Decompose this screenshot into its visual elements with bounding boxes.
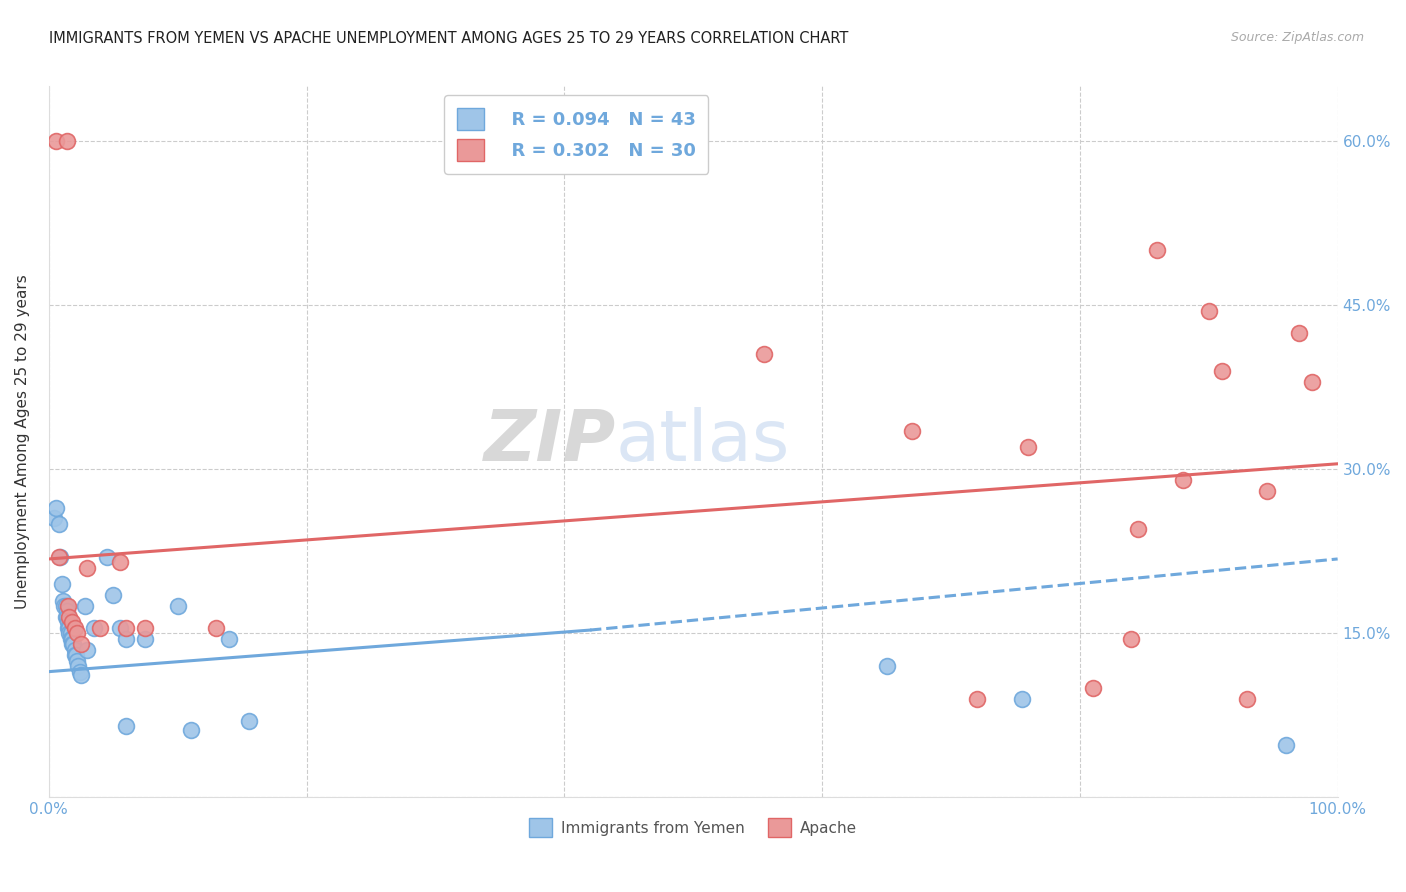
Point bbox=[58, 621, 80, 635]
Point bbox=[51, 577, 73, 591]
Point bbox=[55, 599, 77, 613]
Point bbox=[1211, 364, 1233, 378]
Point bbox=[115, 632, 138, 646]
Point bbox=[1171, 473, 1194, 487]
Point bbox=[45, 500, 67, 515]
Point bbox=[876, 659, 898, 673]
Point bbox=[238, 714, 260, 728]
Point bbox=[66, 654, 89, 668]
Point bbox=[66, 626, 89, 640]
Point bbox=[58, 626, 80, 640]
Point bbox=[65, 648, 87, 663]
Text: ZIP: ZIP bbox=[484, 408, 616, 476]
Point bbox=[1301, 375, 1323, 389]
Point bbox=[56, 610, 79, 624]
Point bbox=[49, 549, 72, 564]
Point bbox=[83, 621, 105, 635]
Point bbox=[1275, 738, 1298, 752]
Point bbox=[60, 637, 83, 651]
Point bbox=[70, 637, 93, 651]
Point bbox=[53, 599, 76, 613]
Text: atlas: atlas bbox=[616, 408, 790, 476]
Text: IMMIGRANTS FROM YEMEN VS APACHE UNEMPLOYMENT AMONG AGES 25 TO 29 YEARS CORRELATI: IMMIGRANTS FROM YEMEN VS APACHE UNEMPLOY… bbox=[49, 31, 849, 46]
Point bbox=[1017, 441, 1039, 455]
Point bbox=[1256, 484, 1278, 499]
Point bbox=[67, 659, 90, 673]
Point bbox=[58, 610, 80, 624]
Point bbox=[96, 549, 118, 564]
Point bbox=[108, 555, 131, 569]
Point bbox=[63, 642, 86, 657]
Point bbox=[73, 599, 96, 613]
Point bbox=[1121, 632, 1143, 646]
Y-axis label: Unemployment Among Ages 25 to 29 years: Unemployment Among Ages 25 to 29 years bbox=[15, 275, 30, 609]
Point bbox=[205, 621, 228, 635]
Point bbox=[55, 610, 77, 624]
Point bbox=[108, 621, 131, 635]
Point bbox=[45, 134, 67, 148]
Point bbox=[56, 621, 79, 635]
Point bbox=[63, 648, 86, 663]
Point bbox=[76, 560, 98, 574]
Text: Source: ZipAtlas.com: Source: ZipAtlas.com bbox=[1230, 31, 1364, 45]
Point bbox=[69, 665, 91, 679]
Point bbox=[89, 621, 111, 635]
Point bbox=[1081, 681, 1104, 695]
Point bbox=[76, 642, 98, 657]
Point bbox=[56, 605, 79, 619]
Point bbox=[48, 516, 70, 531]
Point bbox=[60, 632, 83, 646]
Point bbox=[48, 549, 70, 564]
Point bbox=[62, 637, 84, 651]
Point bbox=[1126, 523, 1149, 537]
Point bbox=[1011, 692, 1033, 706]
Point bbox=[134, 621, 156, 635]
Point bbox=[63, 621, 86, 635]
Point bbox=[56, 615, 79, 630]
Point bbox=[752, 347, 775, 361]
Point bbox=[59, 626, 82, 640]
Point bbox=[1198, 303, 1220, 318]
Point bbox=[134, 632, 156, 646]
Point bbox=[70, 668, 93, 682]
Point bbox=[966, 692, 988, 706]
Point bbox=[42, 511, 65, 525]
Point bbox=[115, 621, 138, 635]
Point bbox=[59, 632, 82, 646]
Point bbox=[218, 632, 240, 646]
Legend: Immigrants from Yemen, Apache: Immigrants from Yemen, Apache bbox=[523, 813, 863, 843]
Point bbox=[901, 424, 924, 438]
Point bbox=[1236, 692, 1258, 706]
Point bbox=[52, 593, 75, 607]
Point bbox=[103, 588, 125, 602]
Point bbox=[1146, 244, 1168, 258]
Point bbox=[56, 599, 79, 613]
Point bbox=[115, 719, 138, 733]
Point bbox=[180, 723, 202, 737]
Point bbox=[60, 615, 83, 630]
Point bbox=[56, 134, 79, 148]
Point bbox=[1288, 326, 1310, 340]
Point bbox=[166, 599, 188, 613]
